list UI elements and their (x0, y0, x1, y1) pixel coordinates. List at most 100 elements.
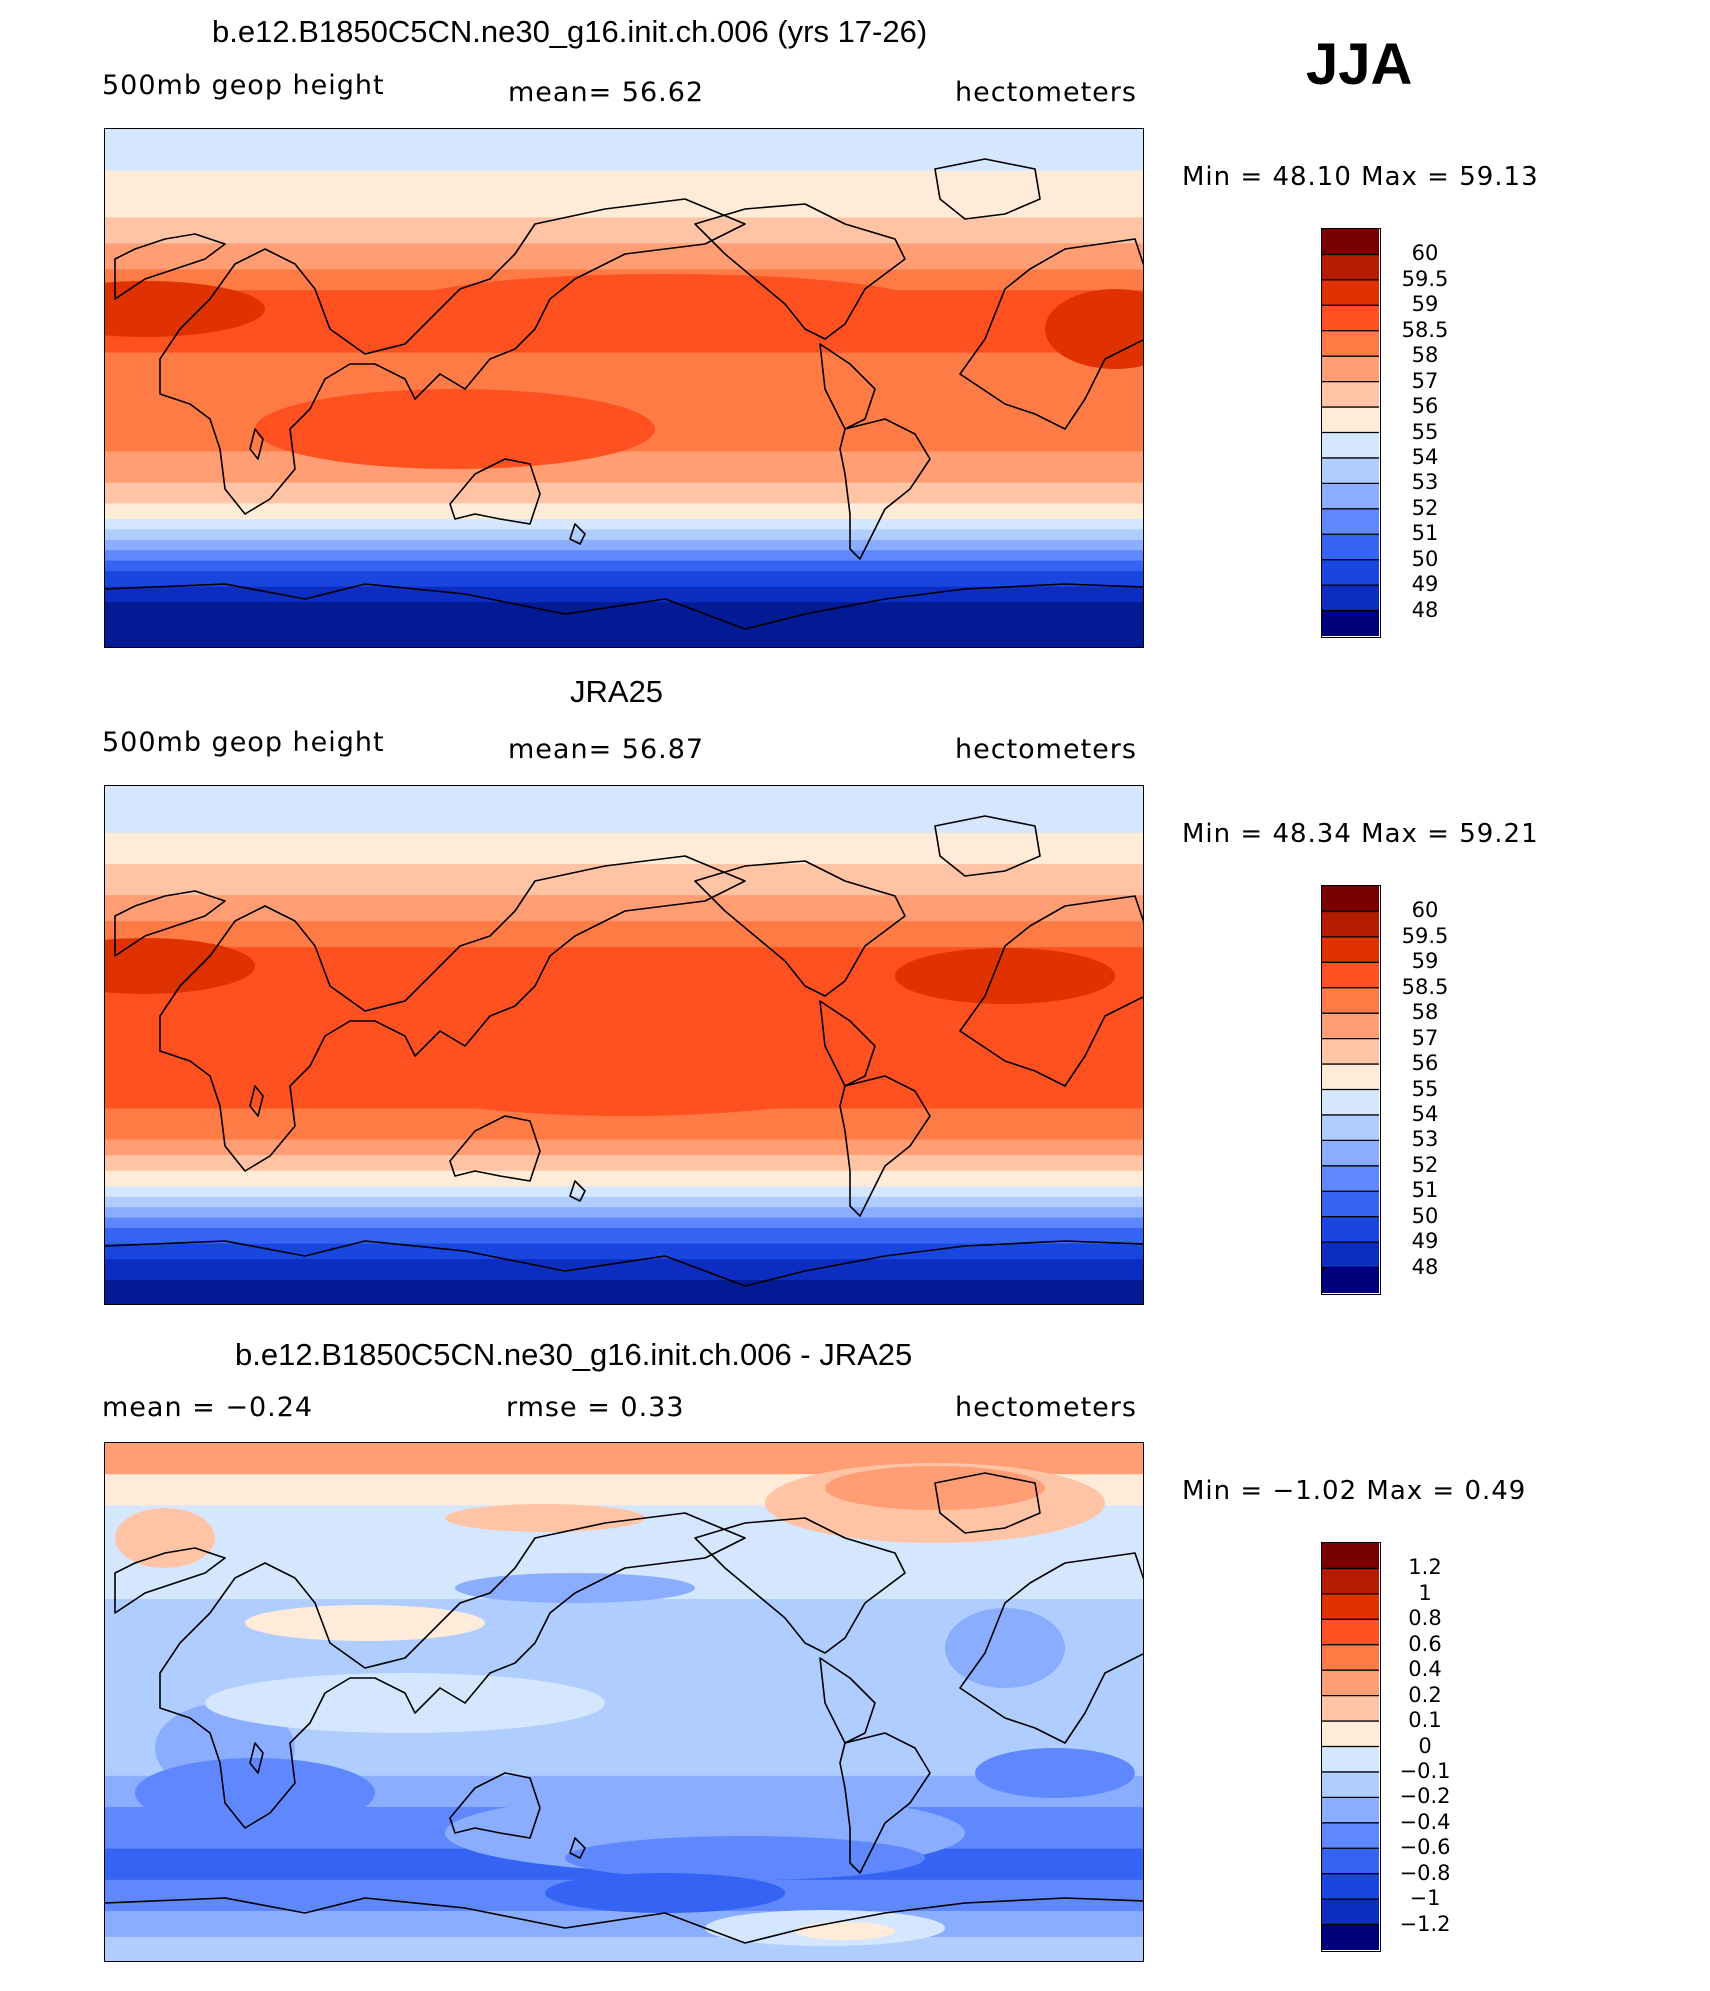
coastline (934, 158, 1041, 220)
colorbar-label: 52 (1411, 495, 1439, 520)
map-contour-region (135, 1758, 375, 1828)
panel-2-minmax: Min = 48.34 Max = 59.21 (1182, 819, 1539, 849)
map-band (105, 1259, 1143, 1281)
colorbar-box (1322, 508, 1379, 535)
colorbar-label: −0.8 (1399, 1860, 1451, 1885)
colorbar-box (1322, 911, 1379, 938)
colorbar-box (1322, 1038, 1379, 1065)
colorbar-box (1322, 1924, 1379, 1950)
colorbar-label: 59 (1411, 949, 1439, 974)
colorbar-box (1322, 330, 1379, 357)
colorbar-box (1322, 254, 1379, 281)
colorbar-label: 60 (1411, 241, 1439, 266)
map-contour-region (445, 1504, 645, 1532)
map-band (105, 786, 1143, 834)
colorbar-box (1322, 1797, 1379, 1824)
colorbar-box (1322, 585, 1379, 612)
map-band (105, 1228, 1143, 1245)
map-band (105, 832, 1143, 865)
colorbar-box (1322, 559, 1379, 586)
colorbar-label: 49 (1411, 1229, 1439, 1254)
coastline (105, 1240, 1143, 1287)
colorbar-label: 54 (1411, 1101, 1439, 1126)
colorbar-box (1322, 381, 1379, 408)
colorbar-box (1322, 1695, 1379, 1722)
map-band (105, 1196, 1143, 1209)
colorbar-label: 51 (1411, 521, 1439, 546)
coastline (449, 458, 541, 525)
map-band (105, 217, 1143, 245)
colorbar-label: 0.1 (1408, 1708, 1442, 1733)
coastline (159, 855, 746, 1172)
map-band (105, 503, 1143, 520)
colorbar-label: 59.5 (1401, 923, 1449, 948)
map-contour-region (545, 1873, 785, 1913)
colorbar-box (1322, 1242, 1379, 1269)
map-contour-region (1045, 289, 1143, 369)
map-contour-region (255, 389, 655, 469)
panel-3-minmax: Min = −1.02 Max = 0.49 (1182, 1476, 1527, 1506)
panel-2-variable: 500mb geop height (102, 727, 385, 758)
panel-1-title: b.e12.B1850C5CN.ne30_g16.init.ch.006 (yr… (212, 14, 928, 49)
colorbar-box (1322, 1191, 1379, 1218)
colorbar-box (1322, 407, 1379, 433)
colorbar-label: 57 (1411, 1025, 1439, 1050)
colorbar-box (1322, 1267, 1379, 1293)
panel-3-title: b.e12.B1850C5CN.ne30_g16.init.ch.006 - J… (235, 1337, 913, 1372)
colorbar-label: 55 (1411, 419, 1439, 444)
colorbar-label: −0.1 (1399, 1758, 1451, 1783)
panel-1-minmax: Min = 48.10 Max = 59.13 (1182, 162, 1539, 192)
colorbar-label: 0.6 (1408, 1631, 1442, 1656)
map-band (105, 1170, 1143, 1188)
map-band (105, 482, 1143, 505)
colorbar-label: 58 (1411, 1000, 1439, 1025)
colorbar-label: 0.4 (1408, 1657, 1442, 1682)
coastline (159, 198, 746, 515)
map-contour-region (945, 1608, 1065, 1688)
map-contour-region (795, 1922, 895, 1940)
panel-2-mean: mean= 56.87 (508, 734, 705, 765)
panel-3-rmse: rmse = 0.33 (506, 1392, 685, 1423)
colorbar-box (1322, 1771, 1379, 1798)
map-contour-region (105, 281, 265, 337)
panel-1-mean: mean= 56.62 (508, 77, 705, 108)
colorbar-box (1322, 1746, 1379, 1773)
map-band (105, 539, 1143, 552)
coastline (105, 583, 1143, 630)
map-contour-region (565, 1836, 925, 1880)
colorbar-box (1322, 1568, 1379, 1595)
colorbar-box (1322, 534, 1379, 561)
map-band (105, 602, 1143, 647)
coastline (934, 1472, 1041, 1534)
coastline (959, 1552, 1143, 1744)
colorbar-box (1322, 1670, 1379, 1697)
panel-2-colorbar-svg (1322, 886, 1379, 1293)
map-contour-region (245, 1605, 485, 1641)
coastline (694, 203, 906, 340)
colorbar-label: −0.2 (1399, 1784, 1451, 1809)
coastline (819, 343, 876, 430)
colorbar-label: 1 (1418, 1580, 1432, 1605)
coastline (249, 1742, 264, 1774)
coastline (694, 1517, 906, 1654)
colorbar-label: 48 (1411, 597, 1439, 622)
coastline (114, 890, 226, 957)
map-band (105, 550, 1143, 562)
colorbar-label: −0.6 (1399, 1835, 1451, 1860)
colorbar-label: 54 (1411, 444, 1439, 469)
colorbar-label: 59.5 (1401, 266, 1449, 291)
colorbar-label: −1 (1409, 1886, 1441, 1911)
panel-2-units: hectometers (955, 734, 1137, 765)
coastline (159, 1512, 746, 1829)
coastline (449, 1115, 541, 1182)
colorbar-box (1322, 1089, 1379, 1116)
map-band (105, 1186, 1143, 1198)
colorbar-box (1322, 432, 1379, 459)
coastline (839, 1732, 931, 1874)
colorbar-box (1322, 1593, 1379, 1620)
panel-3-colorbar-svg (1322, 1543, 1379, 1950)
colorbar-label: 53 (1411, 470, 1439, 495)
colorbar-label: 56 (1411, 1051, 1439, 1076)
map-band (105, 560, 1143, 572)
coastline (569, 523, 586, 545)
